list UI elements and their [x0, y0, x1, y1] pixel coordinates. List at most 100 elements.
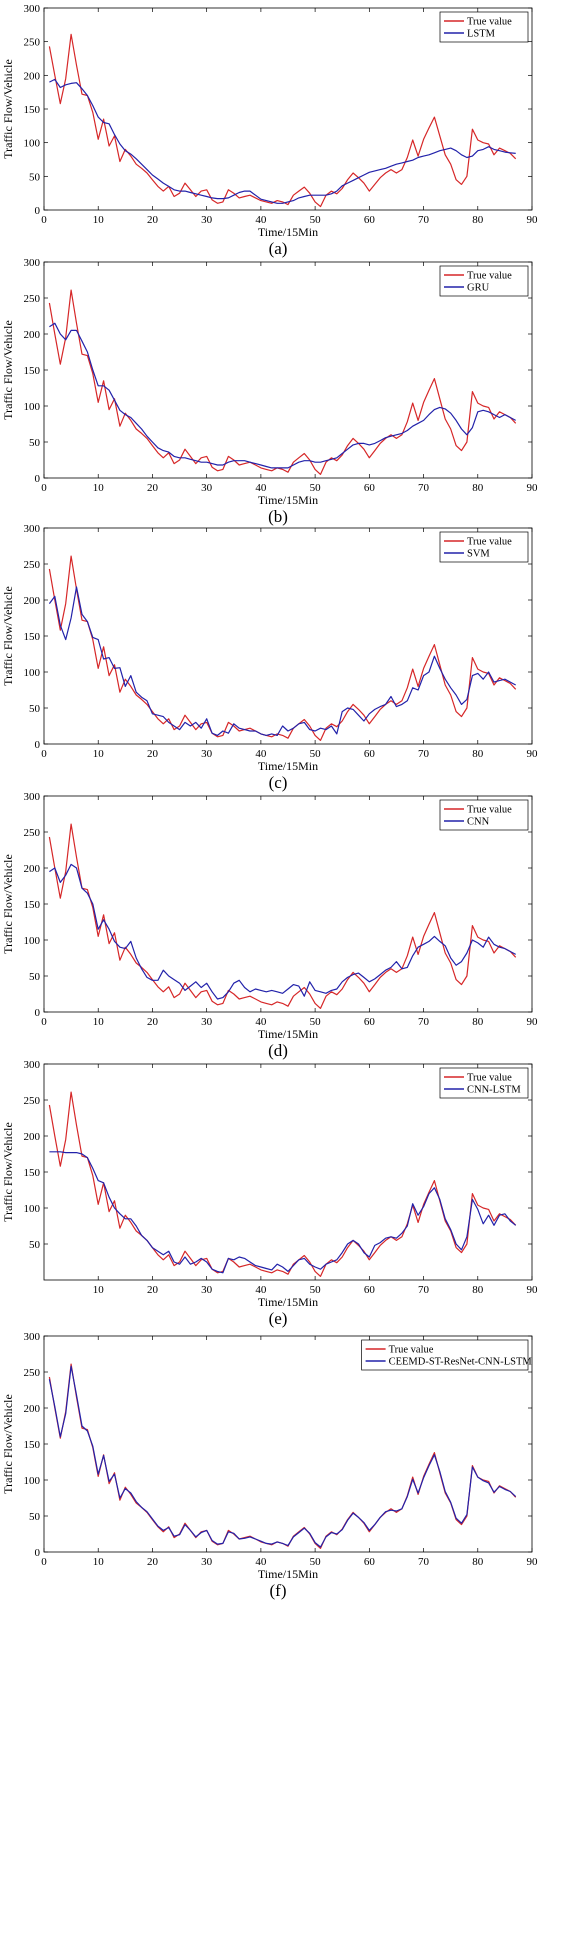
series-line — [48, 289, 517, 475]
y-tick-label: 50 — [29, 1239, 41, 1251]
x-axis-label: Time/15Min — [258, 1567, 318, 1581]
x-tick-label: 10 — [93, 482, 105, 494]
x-tick-label: 60 — [364, 1284, 376, 1296]
x-tick-label: 20 — [147, 214, 159, 226]
legend-entry: True value — [467, 17, 512, 28]
x-tick-label: 70 — [418, 1284, 430, 1296]
legend-entry: True value — [467, 805, 512, 816]
x-tick-label: 50 — [310, 214, 322, 226]
x-tick-label: 10 — [93, 1284, 105, 1296]
x-tick-label: 30 — [201, 748, 213, 760]
x-tick-label: 80 — [472, 214, 484, 226]
y-tick-label: 100 — [24, 138, 41, 150]
legend-entry: True value — [467, 537, 512, 548]
x-tick-label: 80 — [472, 1284, 484, 1296]
y-tick-label: 50 — [29, 971, 41, 983]
series-line — [49, 322, 516, 469]
y-tick-label: 0 — [35, 205, 41, 217]
x-tick-label: 60 — [364, 214, 376, 226]
x-tick-label: 0 — [41, 748, 47, 760]
y-tick-label: 100 — [24, 935, 41, 947]
legend-entry: SVM — [467, 549, 490, 560]
x-tick-label: 20 — [147, 748, 159, 760]
x-tick-label: 40 — [255, 1556, 267, 1568]
y-tick-label: 50 — [29, 437, 41, 449]
x-tick-label: 90 — [527, 482, 539, 494]
y-tick-label: 150 — [24, 365, 41, 377]
y-tick-label: 150 — [24, 631, 41, 643]
x-tick-label: 40 — [255, 748, 267, 760]
legend-entry: GRU — [467, 283, 490, 294]
y-tick-label: 150 — [24, 1167, 41, 1179]
x-tick-label: 90 — [527, 748, 539, 760]
chart-panel: 0 10 20 30 40 50 60 70 80 90 0 50 100 150 200 250 300 Tru… — [1, 791, 538, 1060]
x-tick-label: 90 — [527, 214, 539, 226]
y-axis-label: Traffic Flow/Vehicle — [1, 59, 15, 159]
y-tick-label: 300 — [24, 257, 41, 269]
y-tick-label: 150 — [24, 1439, 41, 1451]
y-tick-label: 50 — [29, 171, 41, 183]
y-tick-label: 200 — [24, 863, 41, 875]
chart-panel: 0 10 20 30 40 50 60 70 80 90 0 50 100 150 200 250 300 Tru… — [1, 3, 538, 258]
y-tick-label: 100 — [24, 1475, 41, 1487]
x-tick-label: 10 — [93, 1556, 105, 1568]
x-axis-label: Time/15Min — [258, 1295, 318, 1309]
x-tick-label: 10 — [93, 214, 105, 226]
x-tick-label: 90 — [527, 1284, 539, 1296]
panel-caption: (f) — [270, 1581, 287, 1600]
y-tick-label: 100 — [24, 667, 41, 679]
chart-panel: 0 10 20 30 40 50 60 70 80 90 0 50 100 150 200 250 300 Tru… — [1, 523, 538, 792]
x-tick-label: 10 — [93, 748, 105, 760]
chart-panel: 10 20 30 40 50 60 70 80 90 50 100 150 200 250 300 True … — [1, 1059, 538, 1328]
x-tick-label: 60 — [364, 748, 376, 760]
y-tick-label: 50 — [29, 1511, 41, 1523]
y-tick-label: 300 — [24, 791, 41, 803]
x-tick-label: 20 — [147, 1284, 159, 1296]
y-tick-label: 300 — [24, 3, 41, 15]
y-axis-label: Traffic Flow/Vehicle — [1, 320, 15, 420]
x-tick-label: 30 — [201, 214, 213, 226]
y-tick-label: 300 — [24, 1331, 41, 1343]
x-tick-label: 10 — [93, 1016, 105, 1028]
legend-entry: CNN-LSTM — [467, 1085, 521, 1096]
legend-box — [439, 531, 529, 563]
x-tick-label: 60 — [364, 482, 376, 494]
legend-box — [439, 11, 529, 43]
y-tick-label: 150 — [24, 899, 41, 911]
x-tick-label: 80 — [472, 748, 484, 760]
series-line — [48, 33, 517, 208]
legend-entry: CNN — [467, 817, 490, 828]
x-tick-label: 30 — [201, 1284, 213, 1296]
x-tick-label: 60 — [364, 1016, 376, 1028]
x-tick-label: 80 — [472, 1016, 484, 1028]
series-line — [48, 1363, 517, 1550]
y-tick-label: 200 — [24, 1131, 41, 1143]
chart-panel: 0 10 20 30 40 50 60 70 80 90 0 50 100 150 200 250 300 Tru… — [1, 1331, 538, 1600]
legend-entry: True value — [467, 1073, 512, 1084]
x-tick-label: 50 — [310, 1284, 322, 1296]
x-tick-label: 0 — [41, 1556, 47, 1568]
x-tick-label: 50 — [310, 1016, 322, 1028]
x-tick-label: 50 — [310, 1556, 322, 1568]
x-tick-label: 20 — [147, 1016, 159, 1028]
y-tick-label: 300 — [24, 523, 41, 535]
series-line — [48, 823, 517, 1010]
y-tick-label: 0 — [35, 1547, 41, 1559]
x-tick-label: 50 — [310, 748, 322, 760]
x-tick-label: 0 — [41, 1016, 47, 1028]
legend-box — [439, 799, 529, 831]
panel-caption: (b) — [268, 507, 288, 526]
panel-caption: (d) — [268, 1041, 288, 1060]
x-tick-label: 70 — [418, 1556, 430, 1568]
y-axis-label: Traffic Flow/Vehicle — [1, 1394, 15, 1494]
x-tick-label: 30 — [201, 1556, 213, 1568]
y-tick-label: 250 — [24, 1095, 41, 1107]
y-tick-label: 0 — [35, 473, 41, 485]
legend-box — [439, 265, 529, 297]
y-tick-label: 200 — [24, 1403, 41, 1415]
x-tick-label: 30 — [201, 1016, 213, 1028]
y-tick-label: 250 — [24, 559, 41, 571]
y-tick-label: 0 — [35, 1007, 41, 1019]
x-tick-label: 80 — [472, 1556, 484, 1568]
x-tick-label: 70 — [418, 214, 430, 226]
